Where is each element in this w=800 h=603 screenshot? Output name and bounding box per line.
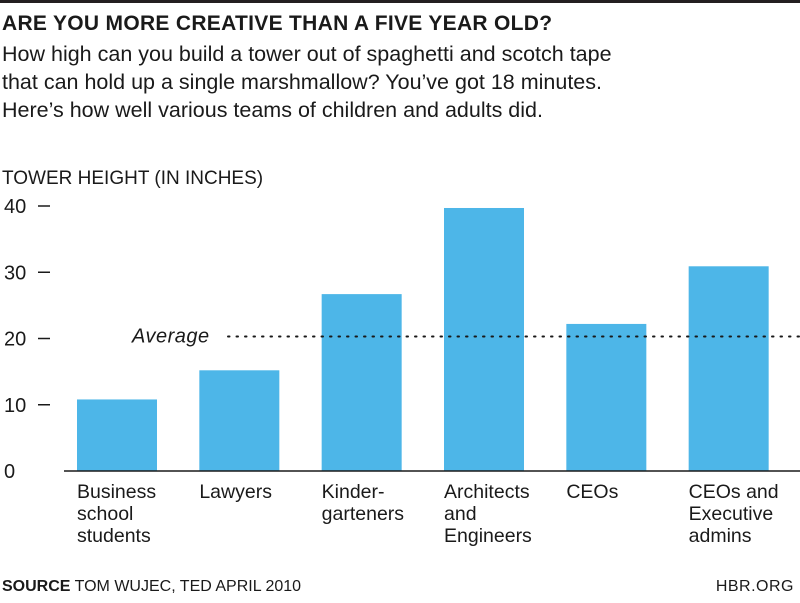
source-credit: SOURCE TOM WUJEC, TED APRIL 2010 — [2, 578, 301, 596]
x-tick-label-line: Executive — [688, 503, 774, 525]
x-tick-label: Business school students — [77, 481, 156, 547]
x-tick-label-line: garteners — [321, 503, 405, 525]
x-tick-label-line: CEOs — [566, 481, 619, 503]
bar — [321, 294, 402, 471]
x-tick-label: Kinder-garteners — [322, 481, 404, 525]
bar — [566, 323, 647, 471]
chart-subtitle: How high can you build a tower out of sp… — [2, 40, 612, 124]
y-tick-label: 10 — [4, 395, 26, 417]
x-tick-label-line: Business — [77, 481, 157, 503]
x-tick-label-line: Engineers — [444, 525, 532, 547]
y-tick-label: 40 — [4, 196, 26, 218]
x-tick-label-line: CEOs and — [688, 481, 779, 503]
x-tick-label-line: admins — [688, 525, 752, 547]
source-label: SOURCE — [2, 578, 71, 595]
x-tick-label-line: Kinder- — [321, 481, 385, 503]
y-tick-label: 30 — [4, 262, 26, 284]
subtitle-line: that can hold up a single marshmallow? Y… — [2, 70, 602, 94]
x-tick-label: CEOs and Executive admins — [689, 481, 779, 547]
subtitle-line: Here’s how well various teams of childre… — [2, 98, 543, 122]
x-tick-label: Lawyers — [199, 481, 272, 503]
y-tick-label: 20 — [4, 329, 26, 351]
x-tick-label-line: Lawyers — [199, 481, 272, 503]
x-tick-label: Architects and Engineers — [444, 481, 532, 547]
x-tick-label-line: and — [444, 503, 477, 525]
source-text: TOM WUJEC, TED APRIL 2010 — [70, 578, 302, 595]
y-tick-label: 0 — [4, 461, 15, 483]
bar — [77, 399, 157, 471]
y-axis-label: TOWER HEIGHT (IN INCHES) — [2, 168, 264, 189]
brand-logo-text: HBR.ORG — [715, 578, 794, 595]
chart-title: ARE YOU MORE CREATIVE THAN A FIVE YEAR O… — [2, 12, 553, 35]
top-rule — [0, 0, 800, 3]
bar-chart: 0 10 20 30 40 Average — [4, 196, 800, 483]
x-tick-label-line: Architects — [444, 481, 530, 503]
subtitle-line: How high can you build a tower out of sp… — [2, 42, 612, 66]
bar — [688, 266, 769, 471]
x-tick-label: CEOs — [566, 481, 618, 503]
bar — [444, 207, 524, 472]
average-label: Average — [131, 326, 210, 348]
x-tick-label-line: school — [77, 503, 134, 525]
x-tick-label-line: students — [77, 525, 151, 547]
bar — [199, 370, 280, 471]
